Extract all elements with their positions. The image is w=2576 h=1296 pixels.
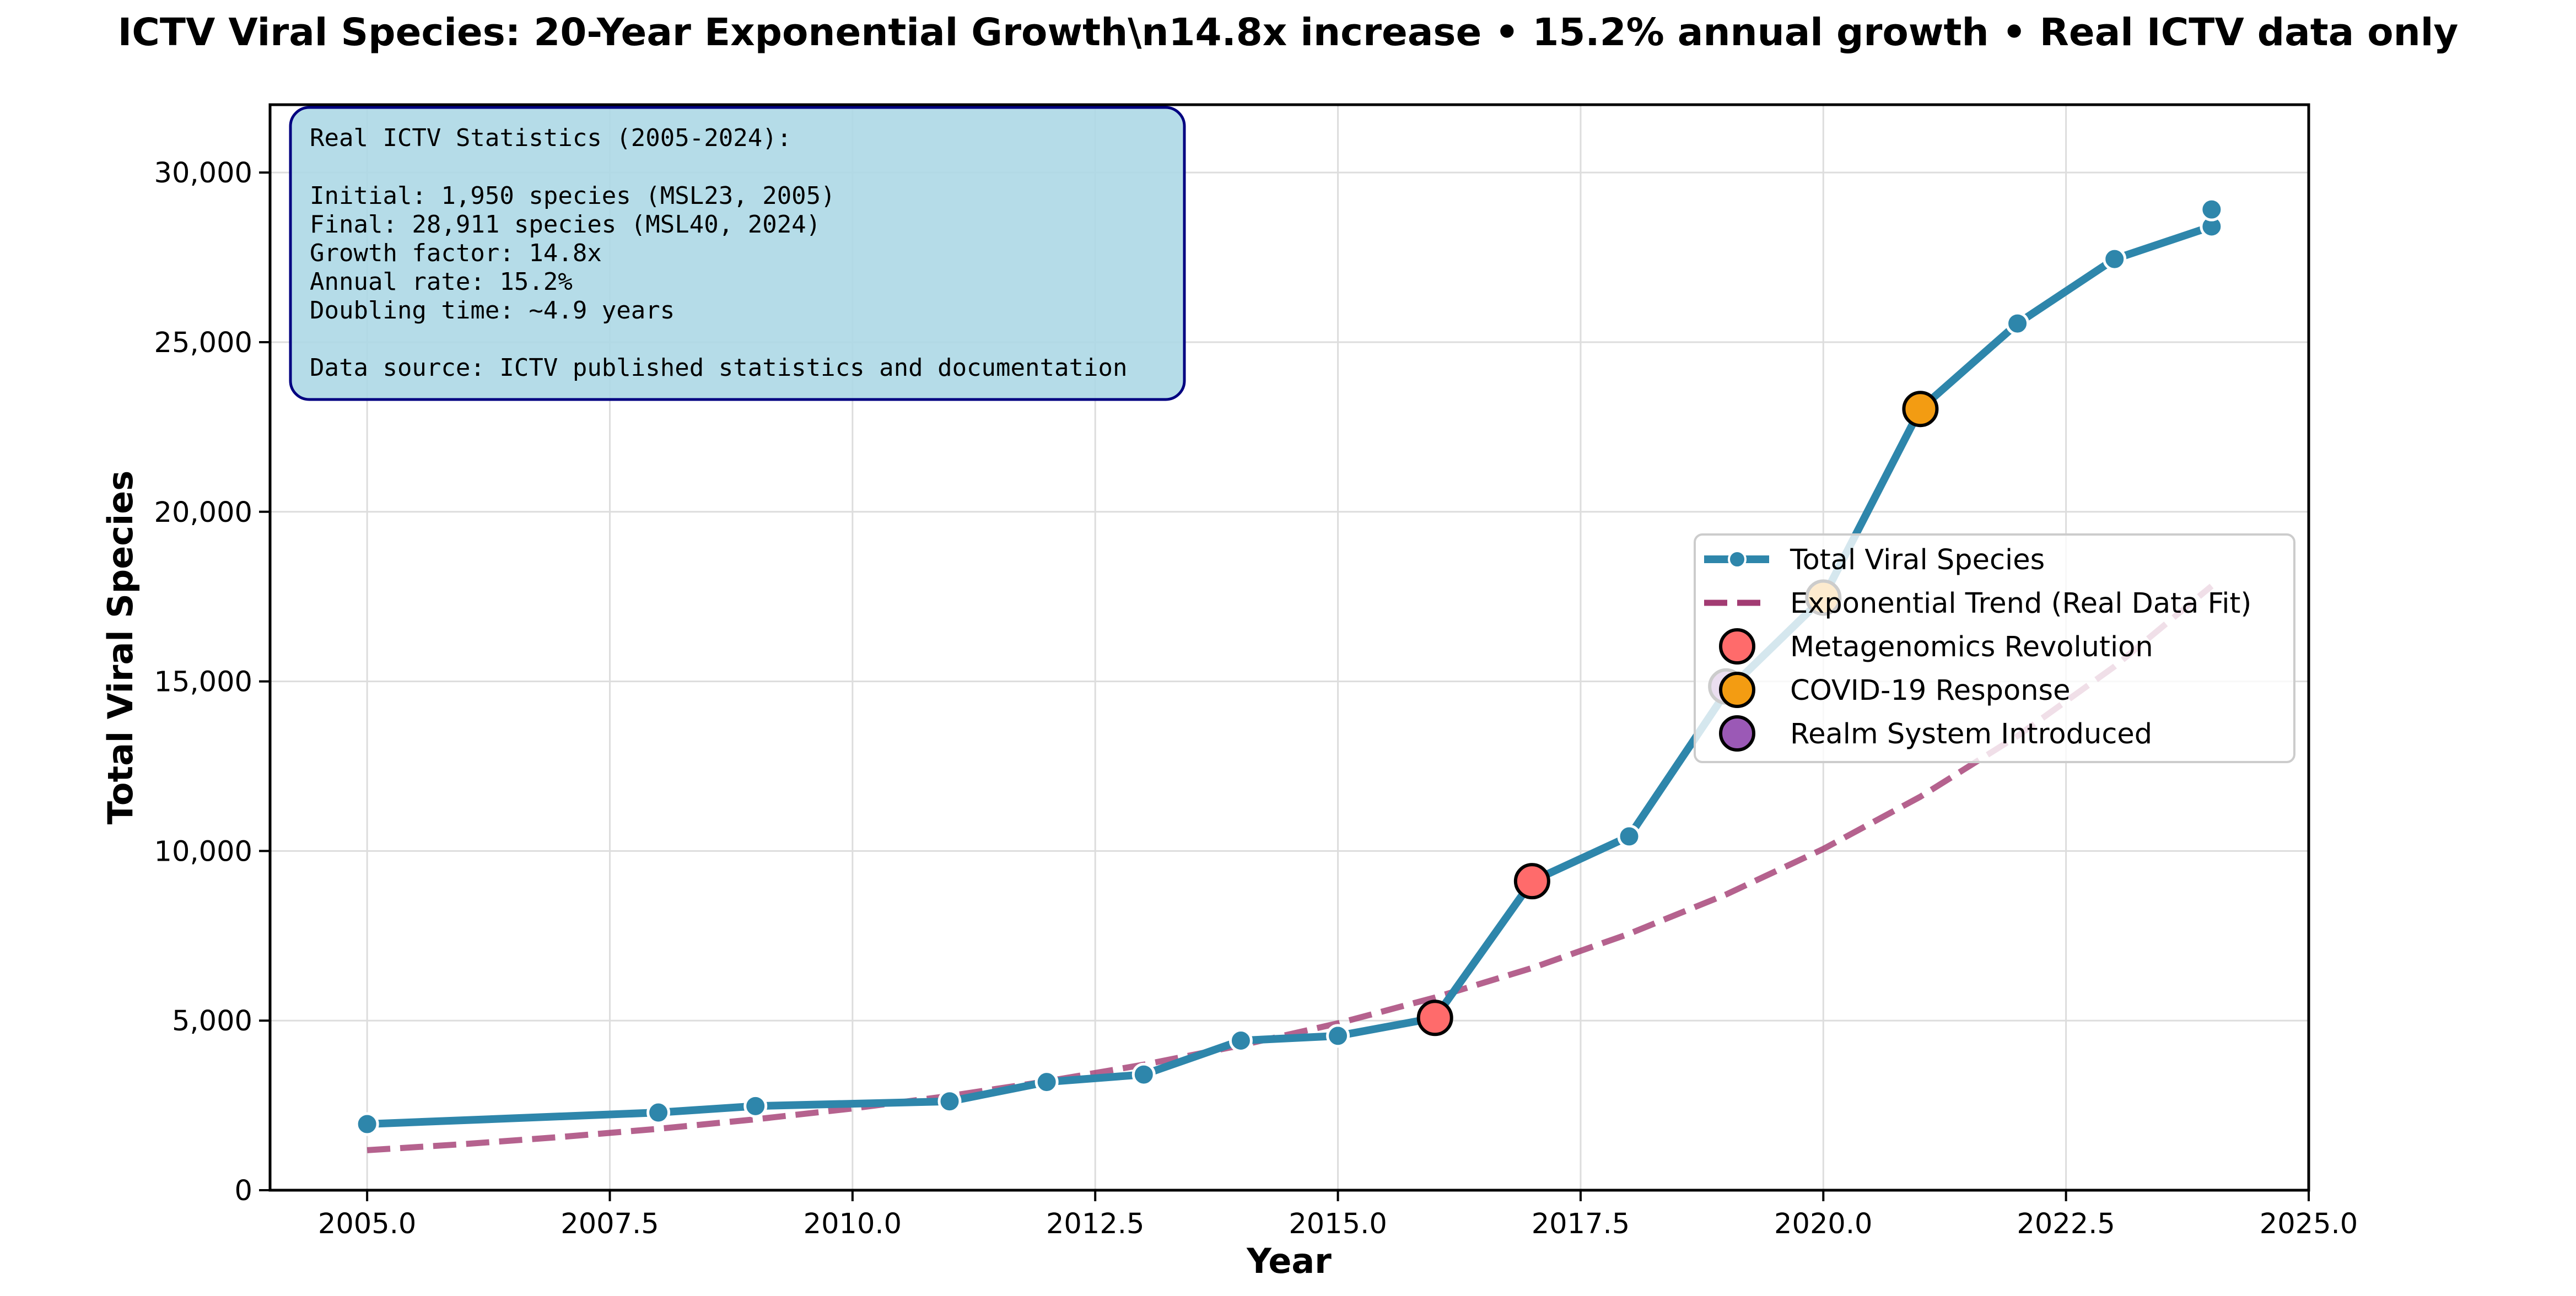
data-point [1326, 1024, 1350, 1048]
legend-marker-covid [1719, 672, 1755, 708]
data-series [355, 197, 2224, 1136]
data-point [937, 1089, 962, 1114]
data-point [646, 1100, 671, 1125]
chart-title: ICTV Viral Species: 20-Year Exponential … [118, 10, 2459, 55]
y-tick-label: 0 [235, 1175, 252, 1207]
info-box-background [289, 106, 1186, 401]
plot-frame [268, 103, 2310, 1192]
x-tick-label: 2020.0 [1774, 1208, 1872, 1240]
x-tick-label: 2015.0 [1289, 1208, 1387, 1240]
data-point [2006, 311, 2030, 336]
x-tick-label: 2017.5 [1532, 1208, 1630, 1240]
x-tick-label: 2025.0 [2260, 1208, 2358, 1240]
y-tick-label: 10,000 [154, 835, 252, 868]
y-tick-label: 5,000 [172, 1005, 252, 1038]
highlight-marker [1902, 391, 1939, 428]
legend-label-total: Total Viral Species [1790, 544, 2045, 576]
legend-box [1694, 533, 2295, 763]
x-tick-label: 2007.5 [561, 1208, 659, 1240]
y-tick-label: 20,000 [154, 496, 252, 529]
x-axis-label: Year [1246, 1241, 1332, 1281]
legend-marker-realm [1719, 715, 1755, 752]
info-source: Data source: ICTV published statistics a… [310, 354, 1127, 382]
data-point [1034, 1070, 1059, 1094]
data-point [743, 1094, 768, 1118]
trend-line [367, 584, 2214, 1153]
info-annual-rate: Annual rate: 15.2% [310, 268, 573, 296]
info-box: Real ICTV Statistics (2005-2024): Initia… [289, 106, 1186, 401]
info-final: Final: 28,911 species (MSL40, 2024) [310, 210, 821, 239]
data-point [355, 1112, 379, 1136]
data-point [1131, 1062, 1156, 1087]
legend-label-metagenomics: Metagenomics Revolution [1790, 631, 2153, 663]
data-point [1228, 1029, 1253, 1053]
legend-label-covid: COVID-19 Response [1790, 674, 2071, 707]
y-axis-label: Total Viral Species [100, 471, 141, 824]
x-tick-label: 2010.0 [804, 1208, 902, 1240]
x-tick-label: 2005.0 [318, 1208, 416, 1240]
y-tick-label: 25,000 [154, 327, 252, 359]
data-point [2103, 247, 2127, 271]
y-tick-label: 15,000 [154, 666, 252, 699]
legend-marker-metagenomics [1719, 628, 1755, 665]
data-point [1617, 824, 1641, 849]
highlight-marker [1416, 1000, 1453, 1036]
legend-label-realm: Realm System Introduced [1790, 718, 2152, 750]
data-line [363, 206, 2216, 1128]
axis-ticks: 2005.0 2007.5 2010.0 2012.5 2015.0 2017.5 2020… [154, 157, 2358, 1240]
data-point [2200, 197, 2224, 222]
y-tick-label: 30,000 [154, 157, 252, 190]
legend: Total Viral Species Exponential Trend (R… [1694, 533, 2295, 763]
info-heading: Real ICTV Statistics (2005-2024): [310, 124, 791, 152]
x-tick-label: 2012.5 [1046, 1208, 1144, 1240]
highlight-marker [1513, 863, 1550, 900]
legend-label-trend: Exponential Trend (Real Data Fit) [1790, 587, 2251, 620]
info-initial: Initial: 1,950 species (MSL23, 2005) [310, 182, 836, 210]
info-doubling-time: Doubling time: ~4.9 years [310, 296, 675, 325]
trend-series [367, 584, 2214, 1153]
x-tick-label: 2022.5 [2017, 1208, 2115, 1240]
info-growth-factor: Growth factor: 14.8x [310, 239, 602, 267]
legend-marker-total [1728, 550, 1747, 569]
